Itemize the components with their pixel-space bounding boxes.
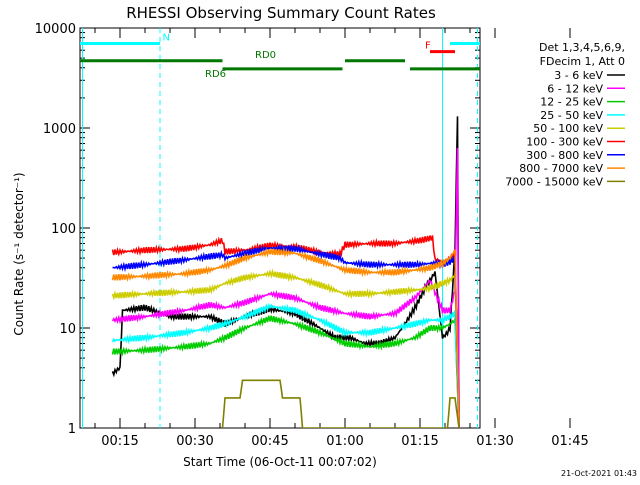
flag-label-rd6: RD6 <box>205 69 226 80</box>
plot-frame <box>79 27 481 429</box>
chart-title: RHESSI Observing Summary Count Rates <box>126 4 436 22</box>
series-group <box>111 302 460 428</box>
legend-entry: 7000 - 15000 keV <box>505 175 603 188</box>
legend-entry: 12 - 25 keV <box>540 96 603 109</box>
x-tick-label: 01:45 <box>551 434 588 449</box>
legend-entry: 800 - 7000 keV <box>519 162 603 175</box>
series-group <box>111 268 460 428</box>
y-tick-label: 1 <box>68 422 76 437</box>
flag-label-rd0: RD0 <box>255 50 276 61</box>
series-line <box>111 268 460 428</box>
series-line <box>111 246 460 428</box>
legend-entry: 6 - 12 keV <box>547 82 603 95</box>
flag-label-f: F <box>425 41 431 52</box>
series-line <box>112 243 460 428</box>
x-tick-label: 01:30 <box>476 434 513 449</box>
x-tick-label: 00:30 <box>176 434 213 449</box>
series-group <box>111 246 460 428</box>
x-tick-label: 00:45 <box>251 434 288 449</box>
y-tick-label: 1000 <box>43 122 76 137</box>
x-axis-label: Start Time (06-Oct-11 00:07:02) <box>183 455 377 469</box>
series-group <box>111 147 460 428</box>
x-tick-label: 00:15 <box>101 434 138 449</box>
legend-entry: 100 - 300 keV <box>526 136 603 149</box>
y-tick-label: 100 <box>51 222 76 237</box>
series-line <box>111 315 460 428</box>
series-group <box>221 379 460 428</box>
legend-entry: 25 - 50 keV <box>540 109 603 122</box>
legend-header-decimation: FDecim 1, Att 0 <box>540 55 625 68</box>
y-tick-label: 10 <box>59 322 76 337</box>
legend-entry: 300 - 800 keV <box>526 149 603 162</box>
series-group <box>111 315 460 428</box>
legend-entry: 50 - 100 keV <box>533 122 603 135</box>
flag-label-n: N <box>163 32 170 43</box>
x-tick-label: 01:15 <box>401 434 438 449</box>
y-axis-label: Count Rate (s⁻¹ detector⁻¹) <box>12 172 26 335</box>
legend-header-detectors: Det 1,3,4,5,6,9, <box>539 41 625 54</box>
timestamp: 21-Oct-2021 01:43 <box>561 469 637 478</box>
y-tick-label: 10000 <box>35 22 76 37</box>
series-line <box>111 147 460 428</box>
series-line <box>111 302 460 428</box>
series-group <box>112 243 460 428</box>
series-line <box>221 379 460 428</box>
legend-entry: 3 - 6 keV <box>554 69 603 82</box>
x-tick-label: 01:00 <box>326 434 363 449</box>
